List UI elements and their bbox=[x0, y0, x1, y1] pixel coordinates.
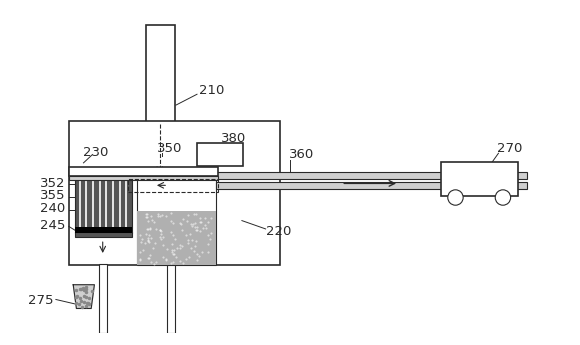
Bar bbox=[75, 227, 132, 234]
Bar bbox=[137, 211, 216, 266]
Bar bbox=[99, 264, 107, 333]
Text: 350: 350 bbox=[157, 142, 182, 155]
Text: 270: 270 bbox=[496, 142, 522, 155]
Text: 240: 240 bbox=[40, 202, 66, 215]
Text: 220: 220 bbox=[266, 225, 291, 238]
Text: 275: 275 bbox=[28, 294, 54, 307]
Bar bbox=[128, 179, 218, 192]
Bar bbox=[216, 172, 527, 179]
Text: 380: 380 bbox=[221, 132, 246, 145]
Bar bbox=[167, 264, 175, 333]
Bar bbox=[69, 121, 280, 266]
Bar bbox=[69, 176, 218, 180]
Bar bbox=[75, 232, 132, 237]
Bar bbox=[197, 143, 243, 166]
Text: 352: 352 bbox=[40, 177, 66, 190]
Bar bbox=[69, 167, 218, 176]
Polygon shape bbox=[73, 285, 95, 308]
Circle shape bbox=[448, 190, 463, 205]
Bar bbox=[75, 177, 132, 234]
Bar bbox=[441, 162, 518, 196]
Text: 355: 355 bbox=[40, 189, 66, 203]
Circle shape bbox=[495, 190, 510, 205]
Text: 230: 230 bbox=[84, 147, 109, 159]
Bar bbox=[137, 175, 216, 266]
Bar bbox=[216, 182, 527, 188]
Text: 245: 245 bbox=[40, 219, 66, 232]
Text: 360: 360 bbox=[289, 148, 314, 161]
Text: 210: 210 bbox=[199, 84, 224, 97]
Bar bbox=[146, 25, 175, 125]
